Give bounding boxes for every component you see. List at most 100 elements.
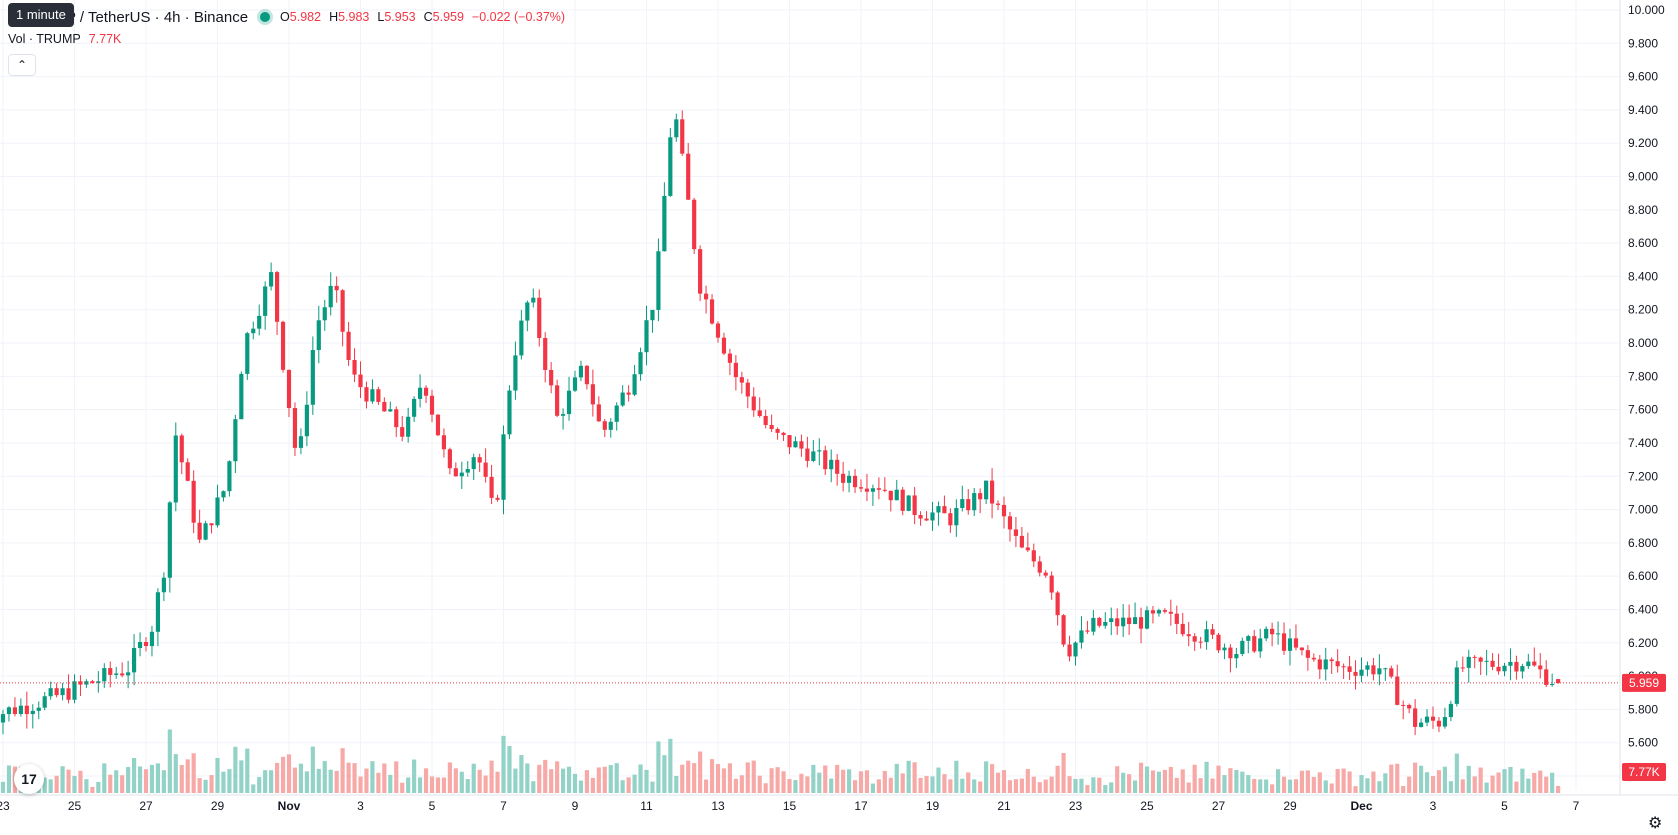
volume-bar [739,775,744,793]
volume-bar [0,781,6,793]
volume-bar [1109,782,1114,793]
volume-bar [882,771,887,793]
candle-body [1216,634,1221,651]
symbol-title[interactable]: P / TetherUS · 4h · Binance [66,8,249,26]
candle-body [60,688,65,696]
candle-body [1210,629,1215,635]
candle-body [1436,720,1442,727]
candle-body [1180,623,1185,635]
volume-bar [412,759,417,793]
volume-bar [108,774,113,793]
volume-bar [1270,784,1275,793]
candle-body [483,462,488,477]
volume-bar [1085,785,1090,793]
candle-body [721,337,727,354]
x-axis-tick-label: 7 [500,799,507,813]
y-axis-tick-label: 6.200 [1628,636,1658,650]
volume-bar [841,769,846,793]
volume-bar [1001,770,1007,793]
volume-bar [1234,769,1239,793]
candle-body [1472,656,1477,658]
volume-bar [1174,777,1179,793]
candle-body [114,673,119,675]
candle-body [441,435,447,450]
volume-bar [483,775,488,793]
volume-bar [698,751,703,793]
collapse-legend-button[interactable]: ⌃ [8,54,36,76]
volume-bar [543,759,548,793]
volume-bar [1228,768,1233,793]
y-axis-tick-label: 6.800 [1628,536,1658,550]
volume-bar [507,746,512,793]
y-axis-tick-label: 7.400 [1628,436,1658,450]
volume-bar [1192,764,1197,793]
candle-body [1264,628,1269,639]
volume-legend[interactable]: Vol · TRUMP 7.77K [8,32,121,46]
volume-bar [650,781,655,793]
candle-body [1371,665,1376,675]
volume-bar [1019,778,1024,793]
volume-bar [328,769,333,793]
interval-tooltip: 1 minute [8,3,74,27]
candle-body [829,459,834,470]
volume-bar [835,764,840,793]
candle-body [120,673,125,676]
candle-body [882,489,887,491]
candle-body [227,461,232,492]
volume-bar [221,771,226,793]
candle-body [1061,615,1066,645]
candle-body [769,424,774,430]
candle-body [1550,683,1555,685]
volume-bar [66,769,71,793]
candle-body [775,429,780,433]
candle-body [1174,613,1179,624]
candle-body [376,389,381,402]
volume-bar [751,760,756,793]
candle-body [989,480,995,504]
candle-body [346,331,351,360]
candle-body [1049,575,1054,593]
y-axis-tick-label: 10.000 [1628,3,1665,17]
candle-body [1502,665,1507,672]
x-axis-tick-label: 19 [926,799,940,813]
candle-body [1508,661,1513,666]
volume-bar [549,769,554,793]
volume-bar [531,781,536,793]
candle-body [668,137,673,196]
volume-bar [1186,782,1191,793]
volume-bar [793,780,798,793]
volume-bar [1472,776,1477,793]
candle-body [42,696,47,708]
candle-body [66,688,71,700]
volume-bar [1413,762,1418,793]
candle-body [715,323,721,338]
candle-body [185,462,190,481]
candle-body [1281,633,1287,651]
volume-bar [1335,769,1340,793]
candle-body [1460,667,1465,669]
candle-body [459,472,464,477]
volume-bar [852,780,858,793]
market-status-icon [260,12,271,22]
volume-bar [346,762,351,793]
settings-gear-icon[interactable]: ⚙ [1648,815,1663,832]
candle-body [1466,656,1471,668]
volume-bar [1365,778,1370,793]
volume-bar [227,769,232,793]
volume-bar [757,775,762,793]
candle-body [137,642,143,648]
tradingview-logo-icon[interactable]: 17 [14,764,44,794]
candle-body [358,374,363,388]
change-value: −0.022 (−0.37%) [471,10,566,24]
candle-body [340,290,345,332]
candle-body [1162,610,1167,612]
volume-bar [1341,768,1346,793]
candle-body [143,642,149,647]
volume-bar [626,777,631,793]
volume-bar [1049,776,1054,793]
candle-body [852,475,858,488]
candle-body [1341,666,1346,668]
candle-body [632,374,637,395]
volume-bar [602,766,607,793]
